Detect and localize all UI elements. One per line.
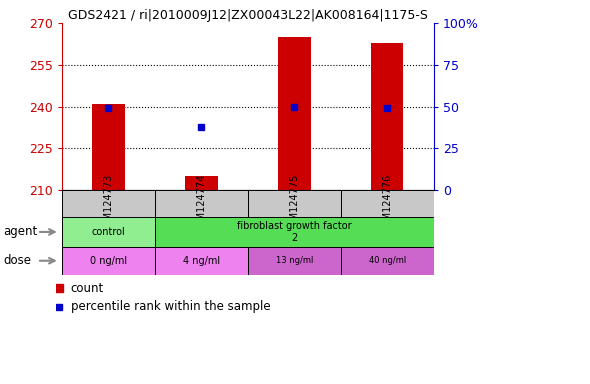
Title: GDS2421 / ri|2010009J12|ZX00043L22|AK008164|1175-S: GDS2421 / ri|2010009J12|ZX00043L22|AK008…: [68, 9, 428, 22]
Bar: [185, 176, 218, 190]
Bar: [62, 247, 155, 275]
Bar: [62, 217, 155, 247]
Bar: [92, 104, 124, 190]
Text: dose: dose: [3, 254, 31, 267]
Bar: [371, 43, 404, 190]
Text: agent: agent: [3, 225, 37, 238]
Bar: [248, 247, 340, 275]
Text: fibroblast growth factor
2: fibroblast growth factor 2: [237, 221, 352, 243]
Text: count: count: [71, 282, 104, 295]
Bar: [155, 247, 248, 275]
Bar: [340, 247, 434, 275]
Text: 13 ng/ml: 13 ng/ml: [276, 256, 313, 265]
Text: GSM124775: GSM124775: [289, 174, 299, 233]
Bar: [155, 217, 434, 247]
Bar: [248, 190, 340, 217]
Text: 4 ng/ml: 4 ng/ml: [183, 256, 220, 266]
Bar: [278, 37, 310, 190]
Bar: [62, 190, 155, 217]
Bar: [155, 190, 248, 217]
Text: 0 ng/ml: 0 ng/ml: [90, 256, 127, 266]
Text: control: control: [91, 227, 125, 237]
Text: GSM124776: GSM124776: [382, 174, 392, 233]
Text: GSM124774: GSM124774: [196, 174, 206, 233]
Text: 40 ng/ml: 40 ng/ml: [369, 256, 406, 265]
Text: GSM124773: GSM124773: [103, 174, 113, 233]
Text: percentile rank within the sample: percentile rank within the sample: [71, 300, 270, 313]
Bar: [340, 190, 434, 217]
